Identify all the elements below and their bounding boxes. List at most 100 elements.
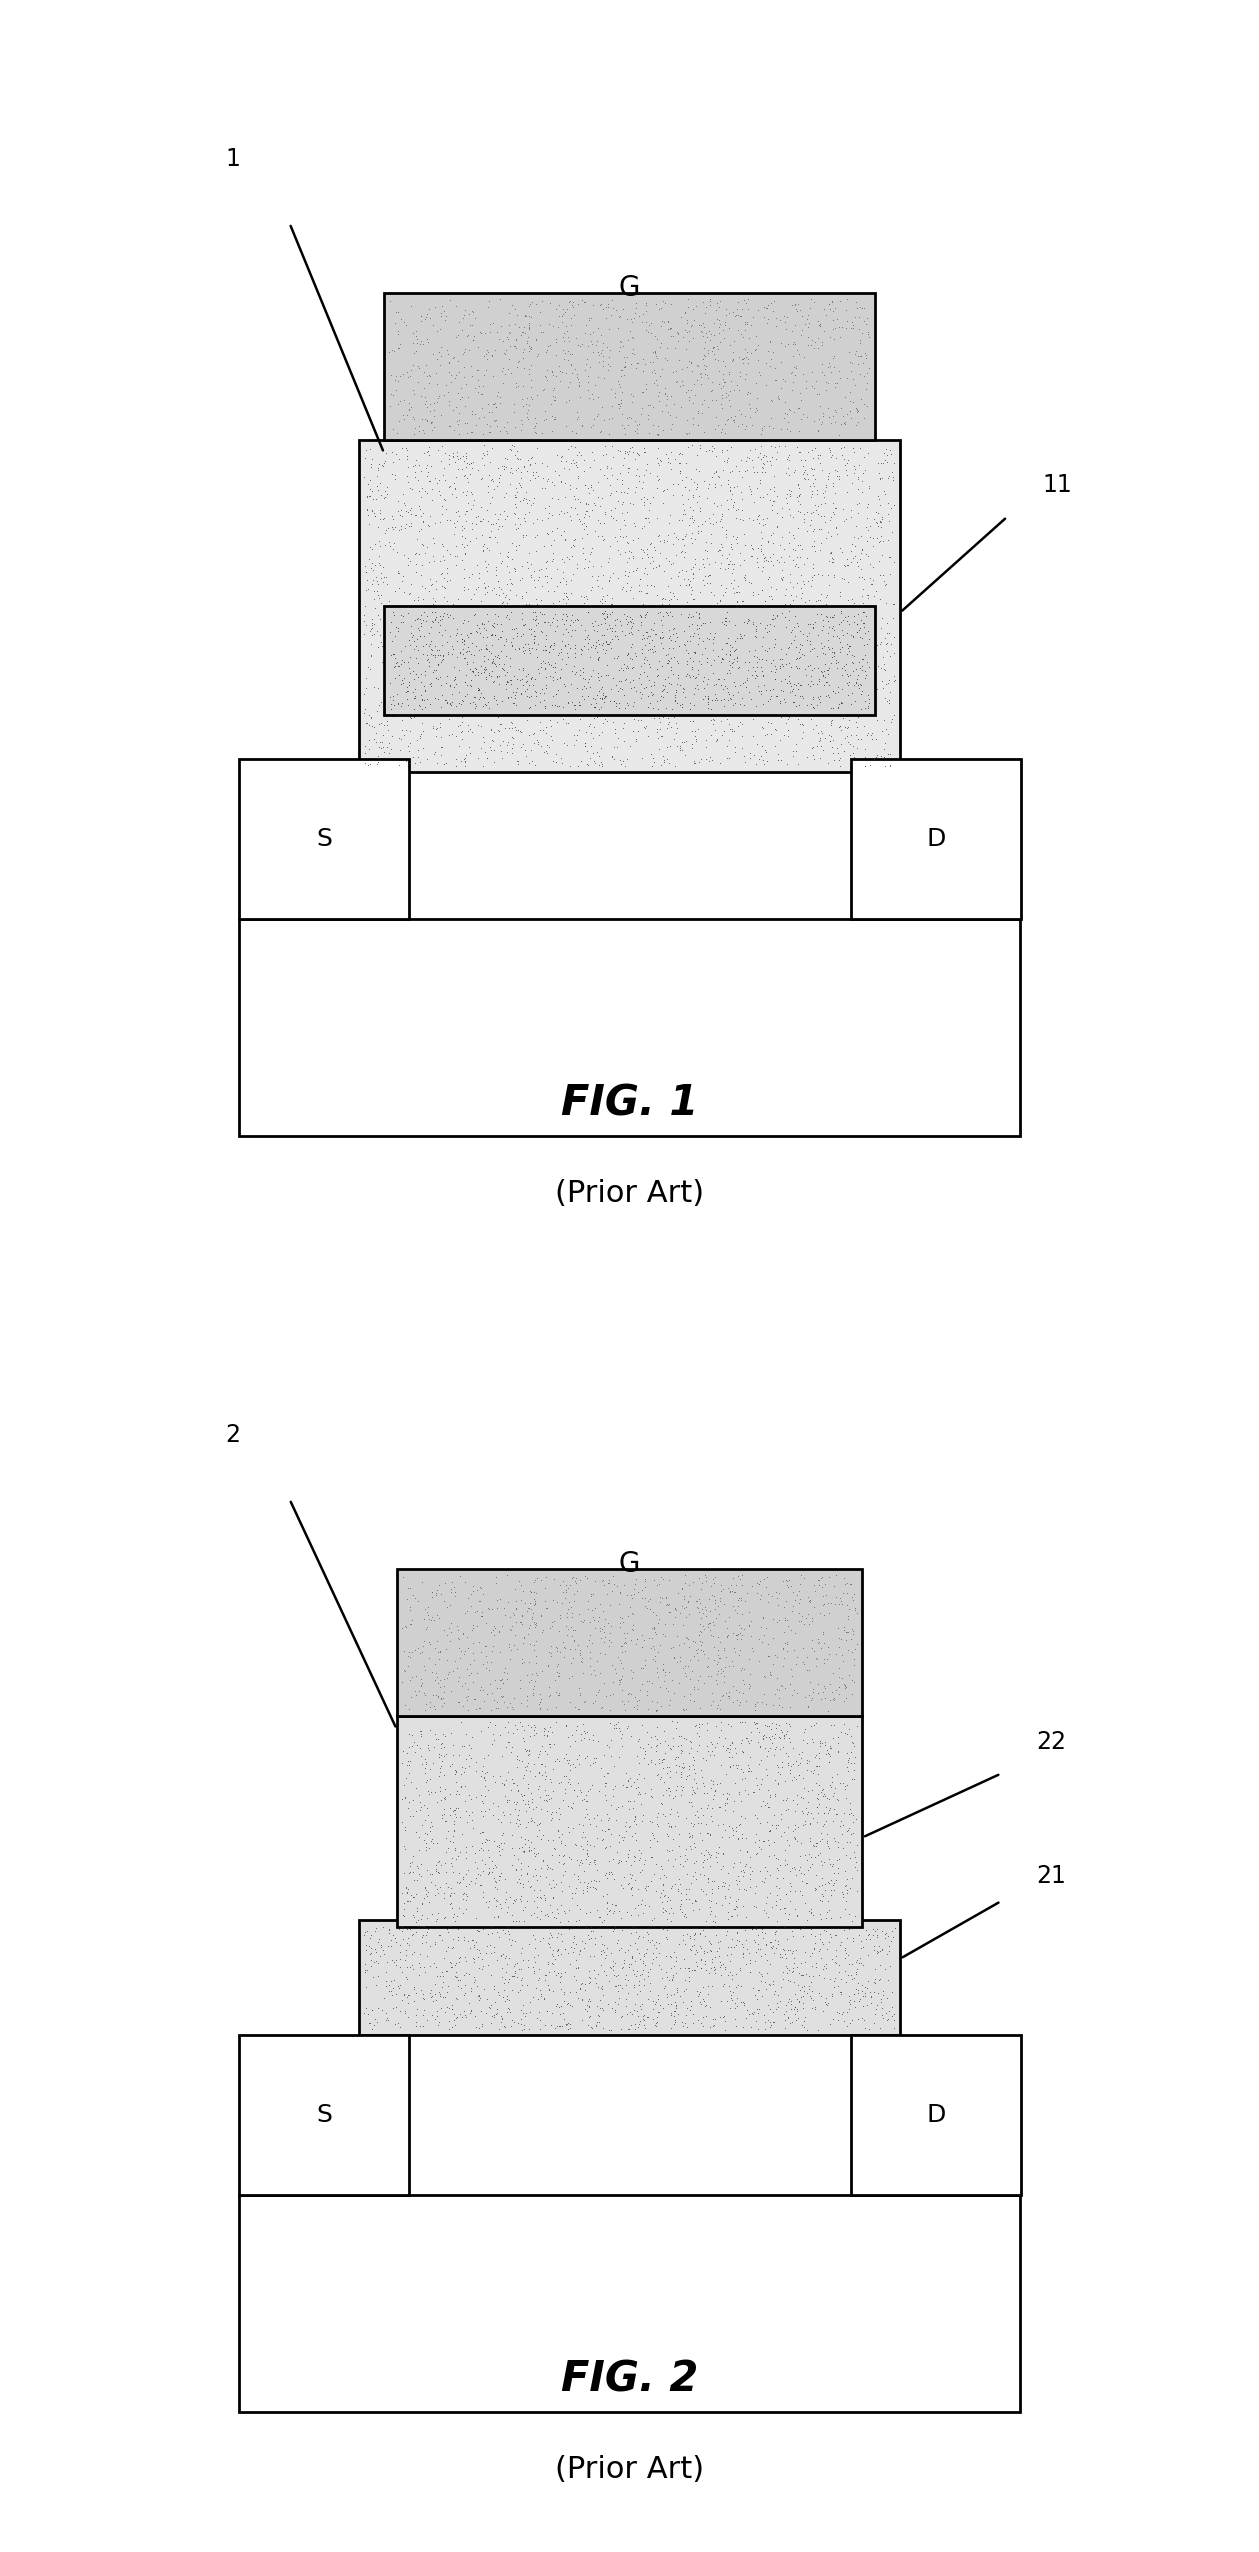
Point	[786, 602, 806, 643]
Point	[525, 1580, 545, 1621]
Point	[618, 1863, 638, 1904]
Point	[695, 531, 715, 572]
Point	[617, 561, 637, 602]
Point	[662, 590, 682, 630]
Point	[647, 1656, 667, 1697]
Point	[393, 1980, 413, 2021]
Point	[448, 401, 468, 441]
Point	[443, 390, 463, 431]
Point	[720, 523, 740, 564]
Point	[769, 299, 789, 339]
Point	[506, 1878, 526, 1919]
Point	[381, 1919, 402, 1960]
Point	[544, 679, 564, 720]
Point	[480, 1702, 500, 1743]
Point	[457, 643, 477, 684]
Point	[719, 1807, 739, 1848]
Point	[711, 1651, 731, 1692]
Point	[696, 1901, 716, 1942]
Point	[376, 656, 397, 697]
Point	[364, 579, 384, 620]
Point	[823, 671, 844, 712]
Point	[565, 1825, 585, 1866]
Point	[632, 373, 652, 413]
Point	[679, 1746, 699, 1786]
Point	[703, 630, 723, 671]
Point	[604, 740, 624, 781]
Point	[676, 630, 696, 671]
Point	[686, 1929, 706, 1970]
Point	[739, 1993, 759, 2034]
Point	[394, 669, 414, 709]
Point	[584, 697, 604, 738]
Point	[833, 500, 854, 541]
Point	[637, 646, 657, 686]
Point	[705, 1769, 725, 1809]
Point	[447, 610, 467, 651]
Point	[661, 408, 681, 449]
Point	[607, 615, 627, 656]
Point	[738, 605, 758, 646]
Point	[697, 1725, 718, 1766]
Point	[448, 1682, 468, 1723]
Point	[582, 467, 602, 508]
Point	[844, 738, 864, 778]
Point	[429, 1598, 449, 1638]
Point	[618, 633, 638, 674]
Point	[531, 725, 551, 766]
Point	[700, 612, 720, 653]
Point	[462, 1608, 482, 1649]
Point	[463, 1633, 483, 1674]
Point	[782, 684, 802, 725]
Point	[471, 1567, 491, 1608]
Point	[598, 1809, 618, 1850]
Point	[874, 738, 894, 778]
Point	[457, 403, 477, 444]
Point	[735, 357, 755, 398]
Point	[521, 1572, 541, 1613]
Point	[723, 1738, 743, 1779]
Point	[745, 329, 765, 370]
Point	[478, 286, 499, 327]
Point	[660, 618, 680, 658]
Point	[768, 1924, 788, 1965]
Point	[865, 572, 885, 612]
Point	[718, 436, 738, 477]
Point	[404, 1980, 424, 2021]
Point	[454, 661, 475, 702]
Point	[565, 477, 585, 518]
Point	[789, 334, 810, 375]
Point	[872, 709, 893, 750]
Point	[738, 288, 758, 329]
Point	[735, 1771, 755, 1812]
Point	[652, 646, 672, 686]
Point	[692, 666, 713, 707]
Point	[439, 1883, 460, 1924]
Point	[368, 740, 388, 781]
Point	[672, 1569, 692, 1610]
Point	[744, 452, 764, 493]
Point	[638, 615, 658, 656]
Point	[485, 383, 505, 424]
Point	[768, 600, 788, 641]
Point	[564, 477, 584, 518]
Point	[661, 309, 681, 350]
Point	[399, 1781, 419, 1822]
Point	[725, 1886, 745, 1927]
Point	[825, 401, 845, 441]
Point	[449, 1735, 470, 1776]
Point	[567, 1960, 587, 2001]
Point	[554, 694, 574, 735]
Point	[771, 556, 791, 597]
Point	[633, 429, 653, 470]
Point	[521, 360, 541, 401]
Point	[628, 518, 648, 559]
Point	[519, 1587, 539, 1628]
Point	[461, 653, 481, 694]
Point	[836, 449, 856, 490]
Point	[786, 345, 806, 385]
Point	[734, 1608, 754, 1649]
Point	[817, 653, 837, 694]
Point	[452, 1996, 472, 2036]
Point	[710, 1922, 730, 1962]
